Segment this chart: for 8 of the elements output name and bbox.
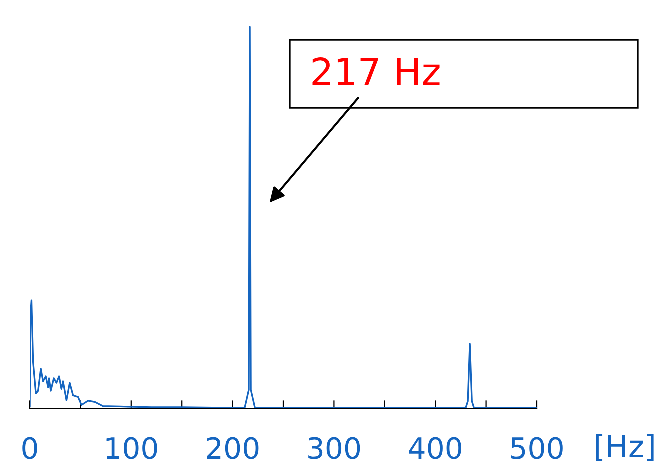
x-tick-label: 500 <box>511 437 563 460</box>
x-tick-label: 400 <box>409 437 462 460</box>
x-tick-label: 100 <box>106 437 158 460</box>
x-tick-label: 0 <box>22 437 38 460</box>
x-tick-label: 300 <box>308 437 360 460</box>
x-tick-label: 200 <box>207 437 259 460</box>
annotation: 217 Hz <box>312 58 440 86</box>
x-axis-title: [Hz] <box>596 434 654 462</box>
